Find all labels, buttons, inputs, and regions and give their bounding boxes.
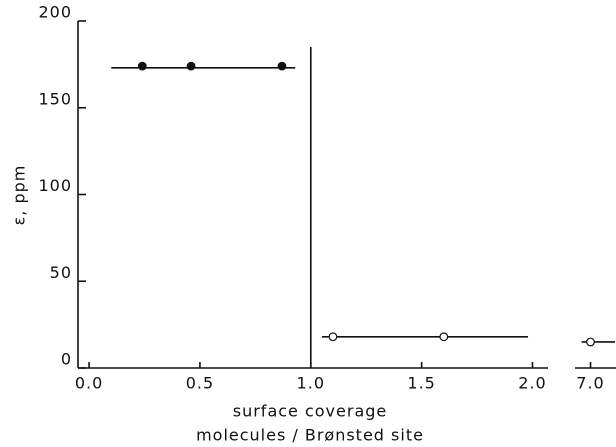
y-tick-label: 0 <box>61 350 72 369</box>
y-tick-label: 200 <box>38 3 72 22</box>
y-tick-label: 50 <box>50 263 72 282</box>
x-tick-label: 2.0 <box>518 374 546 393</box>
x-axis-label: molecules / Brønsted site <box>196 426 424 445</box>
data-point <box>277 61 287 71</box>
data-point <box>137 61 147 71</box>
data-point <box>186 61 196 71</box>
data-point <box>328 332 338 342</box>
x-tick-label: 1.0 <box>297 374 325 393</box>
x-tick-label: 1.5 <box>407 374 435 393</box>
y-axis-label: ε, ppm <box>10 165 29 226</box>
y-tick-label: 100 <box>38 176 72 195</box>
x-axis-label: surface coverage <box>233 402 388 421</box>
x-tick-label: 0.0 <box>75 374 103 393</box>
x-tick-label: 7.0 <box>576 374 604 393</box>
y-tick-label: 150 <box>38 89 72 108</box>
data-point <box>586 337 595 347</box>
data-point <box>439 332 449 342</box>
x-tick-label: 0.5 <box>186 374 214 393</box>
